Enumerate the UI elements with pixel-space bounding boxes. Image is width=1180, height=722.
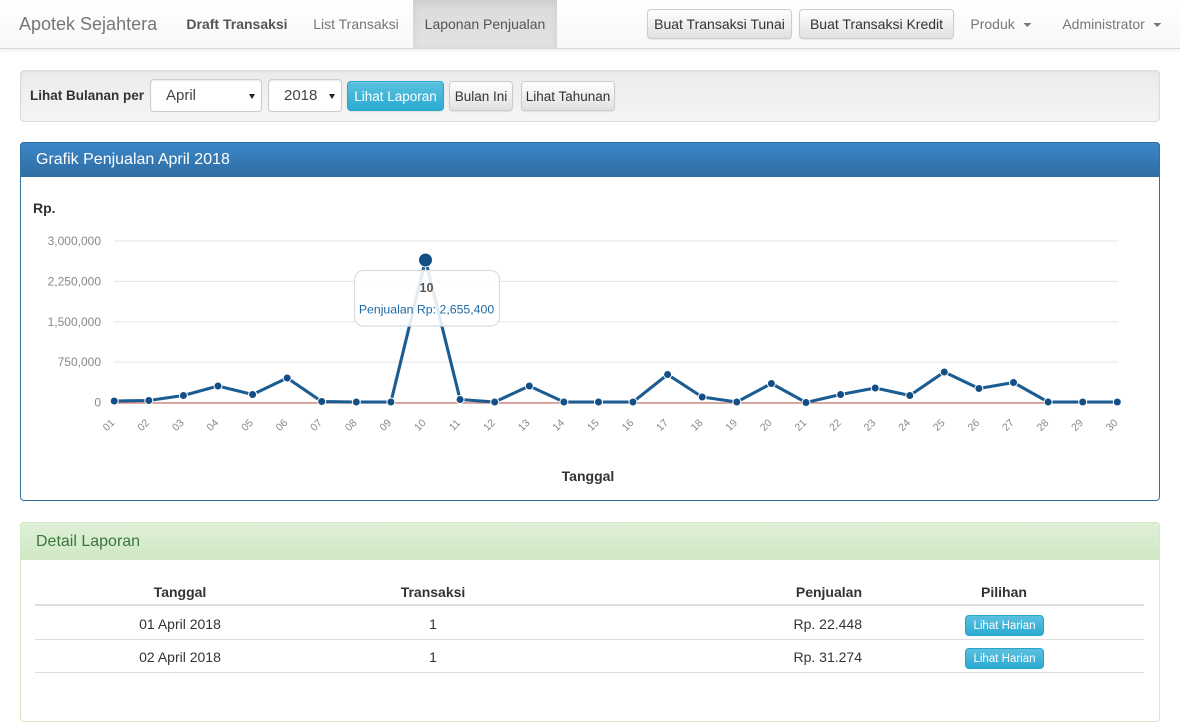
svg-text:15: 15	[585, 417, 602, 434]
svg-text:13: 13	[516, 417, 533, 434]
svg-text:04: 04	[204, 417, 221, 434]
svg-text:1,500,000: 1,500,000	[48, 315, 102, 329]
svg-text:10: 10	[412, 417, 429, 434]
svg-text:19: 19	[723, 417, 740, 434]
svg-text:03: 03	[170, 417, 187, 434]
svg-text:16: 16	[620, 417, 637, 434]
svg-text:08: 08	[343, 417, 360, 434]
svg-text:Tanggal: Tanggal	[562, 468, 615, 484]
svg-text:17: 17	[654, 417, 671, 434]
svg-text:06: 06	[274, 417, 291, 434]
svg-text:Rp.: Rp.	[33, 200, 56, 216]
svg-text:23: 23	[862, 417, 879, 434]
svg-text:05: 05	[239, 417, 256, 434]
svg-text:25: 25	[931, 417, 948, 434]
svg-text:20: 20	[758, 417, 775, 434]
svg-text:02: 02	[135, 417, 152, 434]
svg-text:26: 26	[965, 417, 982, 434]
svg-text:3,000,000: 3,000,000	[48, 234, 102, 248]
svg-text:18: 18	[689, 417, 706, 434]
svg-text:10: 10	[420, 281, 434, 295]
svg-text:2,250,000: 2,250,000	[48, 274, 102, 288]
svg-text:12: 12	[481, 417, 498, 434]
svg-text:Penjualan Rp: 2,655,400: Penjualan Rp: 2,655,400	[359, 303, 495, 317]
svg-text:750,000: 750,000	[58, 355, 102, 369]
svg-text:11: 11	[447, 417, 463, 433]
svg-text:14: 14	[550, 417, 567, 434]
svg-text:27: 27	[1000, 417, 1017, 434]
svg-text:21: 21	[792, 417, 809, 434]
svg-text:30: 30	[1104, 417, 1121, 434]
svg-text:07: 07	[308, 417, 325, 434]
svg-text:22: 22	[827, 417, 844, 434]
svg-text:29: 29	[1069, 417, 1086, 434]
svg-text:09: 09	[377, 417, 394, 434]
svg-text:01: 01	[101, 417, 118, 434]
svg-text:28: 28	[1035, 417, 1052, 434]
svg-text:24: 24	[896, 417, 913, 434]
svg-text:0: 0	[94, 396, 101, 410]
